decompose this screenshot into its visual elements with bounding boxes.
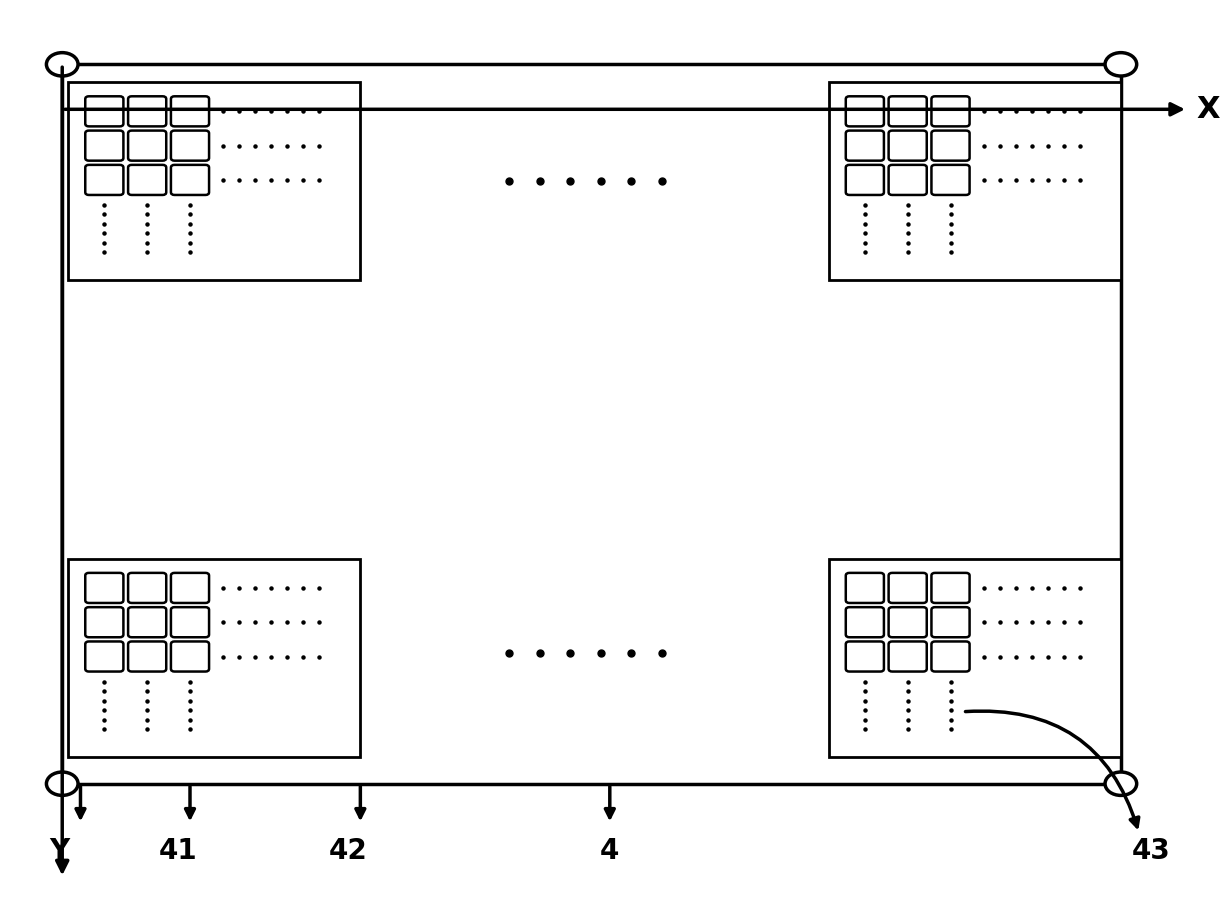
FancyBboxPatch shape	[846, 573, 884, 603]
FancyBboxPatch shape	[86, 165, 124, 195]
Bar	[63, 64, 1121, 784]
FancyBboxPatch shape	[932, 97, 970, 126]
FancyBboxPatch shape	[889, 165, 927, 195]
FancyBboxPatch shape	[128, 131, 167, 161]
FancyBboxPatch shape	[170, 607, 210, 637]
FancyBboxPatch shape	[86, 97, 124, 126]
Text: X: X	[1197, 95, 1220, 124]
FancyBboxPatch shape	[128, 97, 167, 126]
FancyBboxPatch shape	[128, 165, 167, 195]
FancyBboxPatch shape	[846, 607, 884, 637]
FancyBboxPatch shape	[846, 97, 884, 126]
Text: 4: 4	[600, 837, 619, 865]
FancyBboxPatch shape	[170, 573, 210, 603]
Bar	[829, 82, 1121, 281]
Circle shape	[1105, 52, 1137, 76]
Text: Y: Y	[50, 837, 70, 865]
FancyBboxPatch shape	[889, 131, 927, 161]
Circle shape	[47, 772, 78, 796]
FancyBboxPatch shape	[846, 165, 884, 195]
FancyBboxPatch shape	[932, 131, 970, 161]
FancyBboxPatch shape	[932, 165, 970, 195]
FancyBboxPatch shape	[932, 573, 970, 603]
Bar	[69, 82, 360, 281]
Bar	[829, 559, 1121, 757]
FancyBboxPatch shape	[128, 573, 167, 603]
Text: 41: 41	[158, 837, 197, 865]
FancyBboxPatch shape	[170, 165, 210, 195]
Text: 42: 42	[329, 837, 368, 865]
FancyBboxPatch shape	[86, 573, 124, 603]
FancyBboxPatch shape	[846, 131, 884, 161]
FancyBboxPatch shape	[170, 131, 210, 161]
FancyBboxPatch shape	[86, 607, 124, 637]
Circle shape	[1105, 772, 1137, 796]
FancyBboxPatch shape	[889, 573, 927, 603]
FancyBboxPatch shape	[170, 641, 210, 672]
FancyBboxPatch shape	[846, 641, 884, 672]
FancyBboxPatch shape	[128, 607, 167, 637]
FancyBboxPatch shape	[932, 607, 970, 637]
FancyBboxPatch shape	[170, 97, 210, 126]
FancyBboxPatch shape	[932, 641, 970, 672]
Text: 43: 43	[1132, 837, 1171, 865]
FancyBboxPatch shape	[889, 641, 927, 672]
FancyBboxPatch shape	[86, 641, 124, 672]
Circle shape	[47, 52, 78, 76]
Bar	[69, 559, 360, 757]
FancyBboxPatch shape	[889, 97, 927, 126]
FancyBboxPatch shape	[128, 641, 167, 672]
FancyBboxPatch shape	[86, 131, 124, 161]
FancyBboxPatch shape	[889, 607, 927, 637]
